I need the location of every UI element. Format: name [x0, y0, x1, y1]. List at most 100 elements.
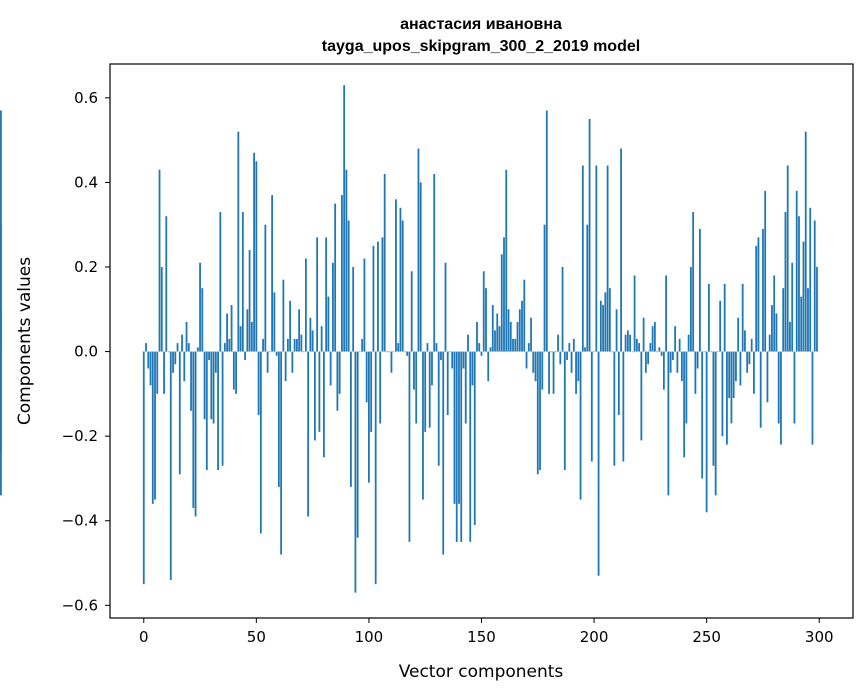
bar	[552, 351, 555, 394]
bar	[422, 351, 424, 500]
bar	[717, 351, 719, 353]
bar	[730, 351, 733, 424]
bar	[257, 351, 260, 416]
bar	[446, 351, 449, 416]
bar	[431, 351, 433, 386]
bar	[282, 279, 285, 352]
bar	[253, 152, 255, 352]
bar	[286, 338, 289, 352]
bar	[246, 309, 249, 352]
bar	[489, 347, 492, 352]
bar	[518, 309, 521, 352]
bar	[777, 351, 780, 424]
bar	[320, 326, 323, 352]
bar	[633, 275, 636, 352]
bar	[219, 212, 222, 352]
bar	[277, 351, 280, 487]
bar	[615, 309, 618, 352]
bar	[746, 351, 749, 373]
y-tick-label: 0.6	[74, 89, 98, 107]
bar	[201, 288, 204, 352]
bar	[644, 351, 647, 373]
bar	[579, 351, 582, 500]
bar	[192, 351, 195, 509]
bar	[428, 351, 431, 428]
bar	[640, 351, 643, 441]
bar	[789, 321, 791, 352]
bar	[372, 245, 375, 352]
bar	[530, 317, 532, 352]
bar	[307, 351, 310, 517]
bar	[494, 330, 496, 352]
bar	[482, 271, 485, 352]
bar	[325, 237, 328, 352]
bar	[561, 266, 564, 352]
bar	[181, 334, 183, 352]
bar	[593, 351, 595, 353]
bar	[795, 190, 798, 352]
bar	[512, 338, 514, 352]
bar	[356, 351, 359, 538]
bar	[404, 351, 406, 353]
x-tick-label: 0	[139, 628, 149, 646]
bar	[158, 169, 161, 352]
bar	[302, 351, 305, 353]
bar	[611, 351, 613, 353]
bar	[453, 351, 456, 504]
bar	[363, 258, 366, 352]
bar	[793, 351, 796, 424]
bar	[379, 351, 382, 424]
bar	[536, 351, 539, 475]
bar	[764, 190, 767, 352]
bar	[255, 161, 258, 352]
bar	[368, 351, 370, 483]
bar	[154, 351, 156, 500]
bar	[244, 351, 246, 361]
bar	[401, 220, 404, 352]
bar	[791, 262, 794, 352]
bar	[410, 271, 413, 352]
bar	[800, 296, 803, 352]
bar	[782, 288, 785, 352]
bar	[374, 351, 377, 585]
bar	[329, 351, 332, 386]
bar	[271, 195, 274, 352]
chart-title: анастасия ивановна	[400, 16, 562, 33]
bar	[813, 220, 816, 352]
y-axis-label: Components values	[15, 257, 35, 425]
bar	[476, 321, 478, 352]
bar	[759, 351, 762, 428]
bar	[741, 283, 744, 352]
bar	[289, 300, 292, 352]
x-tick-label: 100	[355, 628, 384, 646]
bar	[744, 330, 746, 352]
bar	[390, 351, 393, 373]
bar	[534, 351, 537, 382]
bar	[275, 351, 278, 356]
bar	[581, 165, 584, 352]
bar	[570, 351, 573, 373]
bar	[250, 321, 253, 352]
bar	[543, 224, 546, 352]
bar	[606, 165, 609, 352]
bar	[507, 309, 510, 352]
y-axis-ticks: −0.6 −0.4 −0.2 0.0 0.2 0.4 0.6	[62, 89, 110, 614]
bar	[232, 351, 235, 390]
bar	[683, 351, 686, 458]
bar	[732, 351, 735, 399]
bar	[221, 351, 224, 466]
bar	[669, 351, 672, 373]
plot-frame	[109, 63, 854, 619]
bar	[386, 351, 388, 353]
bar	[485, 288, 487, 352]
bar	[586, 224, 589, 352]
bar	[807, 288, 809, 352]
bar	[230, 305, 233, 352]
bar	[662, 351, 665, 390]
bar	[568, 343, 571, 352]
bar	[392, 351, 395, 353]
bar	[604, 292, 607, 352]
bar	[471, 351, 474, 386]
bar	[248, 250, 251, 352]
